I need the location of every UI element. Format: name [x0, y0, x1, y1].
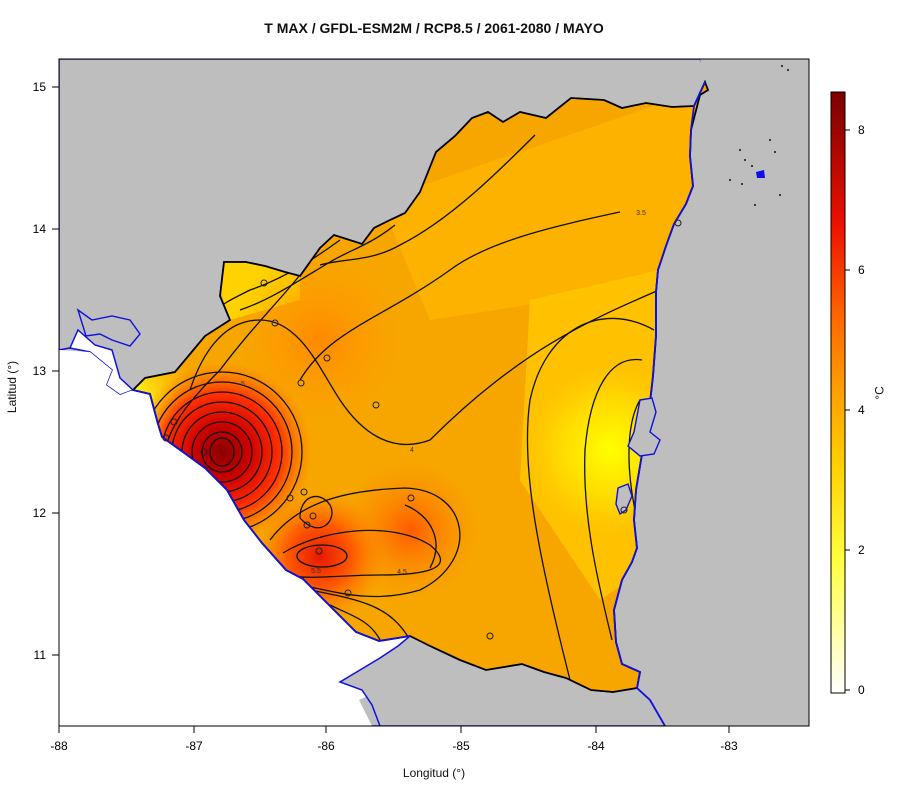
x-tick-label: -85 [452, 739, 470, 753]
colorbar-tick-label: 8 [858, 123, 865, 137]
map-layers: 3.5 4 4.5 5 5.5 [59, 59, 809, 726]
station-marker [486, 632, 494, 640]
y-tick-label: 12 [33, 506, 47, 520]
coast-pacific [132, 389, 411, 642]
colorbar-tick-labels: 0 2 4 6 8 [858, 123, 865, 697]
station-marker [300, 488, 308, 496]
x-tick-label: -84 [587, 739, 605, 753]
y-axis [52, 86, 59, 656]
pearl-lagoon [627, 397, 661, 457]
x-tick-label: -87 [185, 739, 203, 753]
station-marker [200, 448, 208, 456]
contour-label-group: 3.5 4 4.5 5 5.5 [241, 210, 646, 576]
contour-label: 5 [241, 381, 245, 388]
colorbar-ticks [845, 129, 850, 691]
colorbar [830, 91, 846, 694]
station-marker [620, 506, 628, 514]
colorbar-tick-label: 0 [858, 683, 865, 697]
caribbean-sea [614, 59, 809, 726]
station-marker [674, 219, 682, 227]
station-marker [297, 379, 305, 387]
station-marker [260, 279, 268, 287]
x-tick-label: -88 [50, 739, 68, 753]
station-marker [309, 512, 317, 520]
station-markers [162, 219, 682, 640]
colorbar-tick-label: 4 [858, 403, 865, 417]
station-marker [303, 521, 311, 529]
y-tick-label: 11 [34, 648, 47, 662]
x-axis [58, 726, 730, 733]
station-marker [407, 494, 415, 502]
gulf-fonseca [76, 308, 141, 347]
colorbar-tick-label: 6 [858, 263, 865, 277]
plot-frame [58, 58, 810, 727]
x-tick-label: -86 [317, 739, 335, 753]
station-marker [323, 354, 331, 362]
y-tick-label: 14 [33, 222, 47, 236]
map-title: T MAX / GFDL-ESM2M / RCP8.5 / 2061-2080 … [264, 20, 604, 36]
station-marker [162, 434, 170, 442]
y-tick-labels: 11 12 13 14 15 [33, 80, 47, 662]
station-marker [372, 401, 380, 409]
station-marker [344, 589, 352, 597]
y-tick-label: 15 [33, 80, 47, 94]
contour-label: 3.5 [636, 210, 646, 217]
colorbar-tick-label: 2 [858, 543, 865, 557]
contour-label: 5.5 [311, 568, 321, 575]
pacific-ocean [59, 350, 440, 726]
contour-label: 4.5 [397, 569, 407, 576]
station-marker [286, 494, 294, 502]
station-marker [315, 547, 323, 555]
bluefields-bay [615, 483, 633, 516]
x-tick-labels: -88 -87 -86 -85 -84 -83 [50, 739, 738, 753]
x-axis-label: Longitud (°) [402, 766, 466, 780]
corn-island [756, 170, 765, 178]
contour-label: 4 [410, 447, 414, 454]
station-marker [170, 418, 178, 426]
y-tick-label: 13 [33, 364, 47, 378]
station-marker [271, 319, 279, 327]
x-tick-label: -83 [720, 739, 738, 753]
miskito-cays [729, 65, 789, 206]
